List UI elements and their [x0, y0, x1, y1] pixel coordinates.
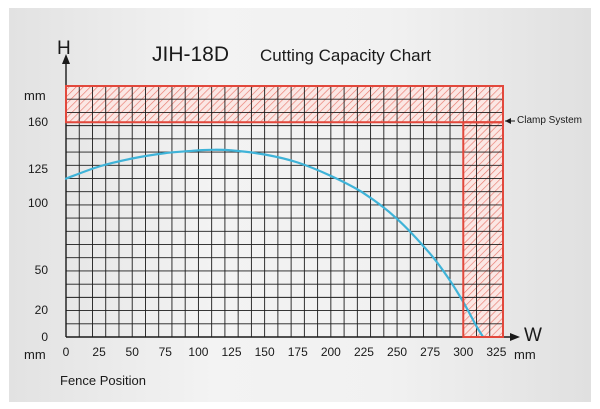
chart-subtitle: Cutting Capacity Chart	[260, 46, 431, 65]
clamp-zone-right-outline	[462, 121, 505, 338]
x-axis-arrow	[510, 333, 520, 341]
clamp-system-label: Clamp System	[517, 115, 582, 126]
x-tick-label: 0	[63, 345, 70, 359]
x-unit-right: mm	[514, 347, 536, 362]
x-tick-label: 250	[387, 345, 407, 359]
x-tick-label: 25	[92, 345, 106, 359]
y-tick-label: 20	[35, 303, 49, 317]
x-tick-label: 225	[354, 345, 374, 359]
y-axis-letter: H	[57, 38, 71, 59]
x-tick-label: 50	[126, 345, 140, 359]
x-axis-label: Fence Position	[60, 373, 146, 388]
y-unit: mm	[24, 88, 46, 103]
x-tick-label: 200	[321, 345, 341, 359]
chart-title: JIH-18D	[152, 43, 229, 66]
x-tick-label: 325	[486, 345, 506, 359]
x-tick-label: 275	[420, 345, 440, 359]
x-tick-label: 75	[159, 345, 173, 359]
x-tick-label: 125	[222, 345, 242, 359]
clamp-pointer-arrow	[505, 118, 511, 124]
capacity-curve	[64, 148, 485, 339]
x-tick-label: 150	[255, 345, 275, 359]
x-axis-letter: W	[524, 325, 542, 346]
x-tick-label: 300	[453, 345, 473, 359]
y-tick-label: 50	[35, 263, 49, 277]
y-tick-label: 125	[28, 162, 48, 176]
y-tick-label: 0	[41, 330, 48, 344]
clamp-zone-top-hatch	[66, 86, 503, 123]
clamp-zone-right-hatch	[463, 122, 503, 338]
y-axis-arrow	[62, 54, 70, 64]
x-tick-label: 175	[288, 345, 308, 359]
x-unit-left: mm	[24, 347, 46, 362]
clamp-zone-top-outline	[65, 85, 504, 124]
y-tick-label: 100	[28, 196, 48, 210]
y-tick-label: 160	[28, 115, 48, 129]
x-tick-label: 100	[188, 345, 208, 359]
